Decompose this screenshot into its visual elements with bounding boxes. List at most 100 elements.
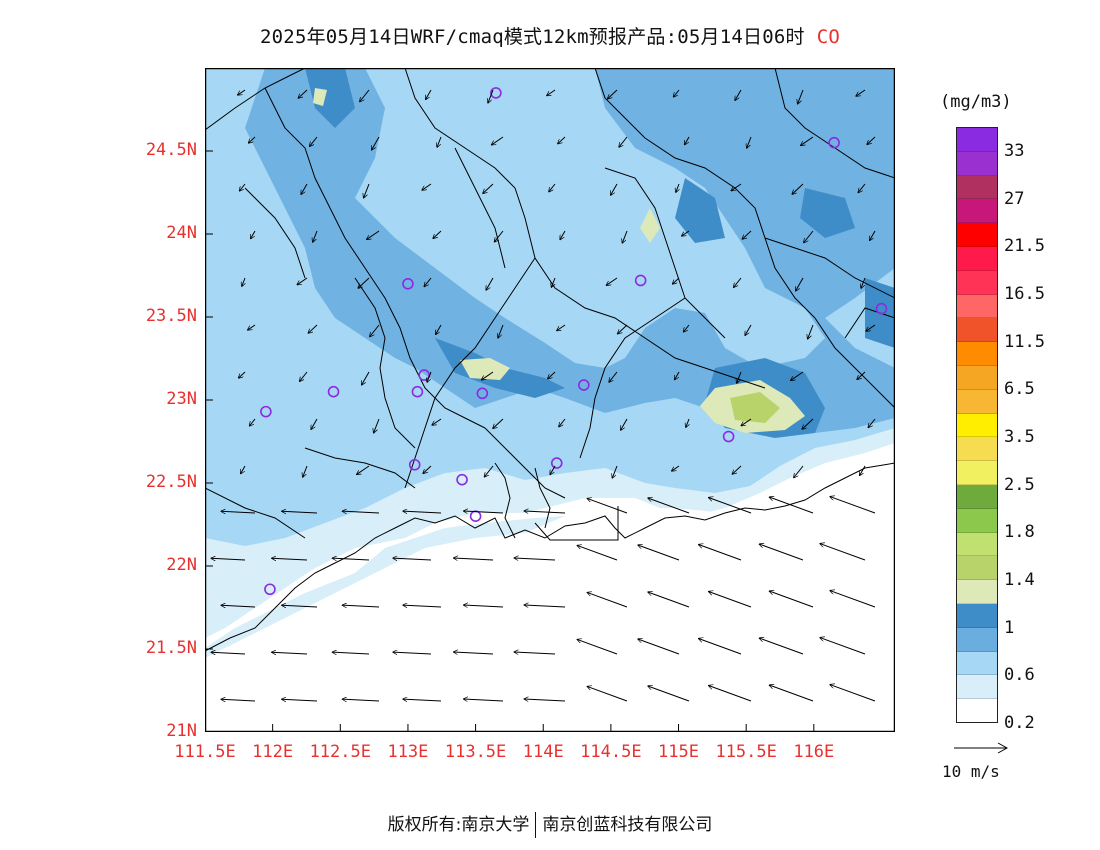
wind-arrow xyxy=(675,371,680,380)
legend-swatch xyxy=(957,413,997,438)
sea-region xyxy=(205,473,895,732)
legend-label: 16.5 xyxy=(1004,283,1045,304)
copyright-footer: 版权所有:南京大学 南京创蓝科技有限公司 xyxy=(0,810,1100,838)
wind-arrow xyxy=(211,652,246,654)
legend-label: 0.6 xyxy=(1004,665,1035,686)
legend-label: 33 xyxy=(1004,140,1025,161)
legend-unit: (mg/m3) xyxy=(940,92,1012,112)
wind-arrow xyxy=(830,497,876,514)
wind-reference-arrow xyxy=(954,742,1009,754)
legend-swatch xyxy=(957,627,997,652)
wind-arrow xyxy=(587,686,628,702)
wind-arrow xyxy=(367,230,380,239)
lon-tick-label: 114.5E xyxy=(580,742,642,762)
wind-arrow xyxy=(794,465,804,478)
copyright-right: 南京创蓝科技有限公司 xyxy=(542,815,713,835)
wind-arrow xyxy=(648,498,690,514)
wind-arrow xyxy=(737,371,742,383)
wind-arrow xyxy=(311,418,318,429)
legend-swatch xyxy=(957,508,997,533)
legend-swatch xyxy=(957,151,997,176)
wind-arrow xyxy=(423,465,432,473)
wind-arrow xyxy=(524,605,566,607)
copyright-left: 版权所有:南京大学 xyxy=(387,815,530,835)
wind-arrow xyxy=(745,324,752,335)
lat-tick-label: 22.5N xyxy=(145,472,197,492)
wind-arrow xyxy=(221,699,256,701)
station-marker xyxy=(476,387,489,400)
legend-swatch xyxy=(957,484,997,509)
lon-tick-label: 113.5E xyxy=(444,742,507,762)
wind-arrow xyxy=(621,418,628,430)
legend-swatch xyxy=(957,175,997,200)
wind-arrow xyxy=(358,277,370,288)
wind-arrow xyxy=(830,591,876,608)
wind-arrow xyxy=(372,136,380,150)
wind-arrow xyxy=(238,89,246,95)
axis-ticks xyxy=(205,150,815,732)
wind-arrow xyxy=(282,699,318,701)
wind-arrow xyxy=(393,652,432,654)
wind-arrow xyxy=(611,183,618,195)
wind-arrow xyxy=(313,230,318,242)
wind-arrow xyxy=(342,511,380,513)
wind-arrow xyxy=(856,89,866,96)
legend-label: 6.5 xyxy=(1004,379,1035,400)
wind-arrow xyxy=(638,639,680,655)
wind-arrow xyxy=(709,686,752,702)
wind-arrow xyxy=(483,183,494,194)
wind-arrow xyxy=(804,230,814,243)
wind-arrow xyxy=(374,418,380,433)
wind-arrow xyxy=(857,371,866,379)
field-1-8 xyxy=(730,392,780,423)
legend-swatch xyxy=(957,318,997,343)
station-marker xyxy=(408,458,421,471)
wind-arrow xyxy=(308,324,318,333)
wind-arrow xyxy=(792,183,804,194)
wind-arrow xyxy=(248,136,256,143)
legend-label: 3.5 xyxy=(1004,426,1035,447)
wind-arrow xyxy=(709,498,752,514)
wind-reference-label: 10 m/s xyxy=(942,762,1000,781)
wind-arrow xyxy=(867,136,876,144)
wind-arrow xyxy=(709,592,752,608)
wind-arrow xyxy=(731,183,742,191)
wind-arrow xyxy=(685,136,690,145)
legend-label: 2.5 xyxy=(1004,474,1035,495)
wind-vectors xyxy=(211,89,876,702)
station-marker xyxy=(634,274,647,287)
legend-swatch xyxy=(957,223,997,247)
map-title: 2025年05月14日WRF/cmaq模式12km预报产品:05月14日06时 C… xyxy=(0,22,1100,49)
wind-arrow xyxy=(551,277,556,287)
wind-arrow xyxy=(683,324,690,332)
wind-arrow xyxy=(759,638,804,655)
wind-arrow xyxy=(403,605,442,607)
legend-swatch xyxy=(957,342,997,366)
wind-arrow xyxy=(798,89,804,104)
wind-arrow xyxy=(607,89,618,99)
legend-swatch xyxy=(957,651,997,676)
coastline xyxy=(205,462,895,652)
wind-arrow xyxy=(548,371,556,379)
field-0-8 xyxy=(245,68,895,433)
wind-arrow xyxy=(251,230,256,239)
wind-arrow xyxy=(300,371,308,381)
wind-arrow xyxy=(422,183,432,190)
wind-arrow xyxy=(241,465,246,474)
wind-arrow xyxy=(686,418,689,427)
wind-arrow xyxy=(463,699,504,701)
wind-arrow xyxy=(550,465,556,475)
wind-arrow xyxy=(860,465,866,476)
lon-tick-label: 112E xyxy=(252,742,294,762)
forecast-map[interactable] xyxy=(205,68,895,732)
wind-arrow xyxy=(672,465,680,471)
wind-arrow xyxy=(303,465,308,477)
station-marker xyxy=(722,430,735,443)
wind-arrow xyxy=(735,89,742,100)
wind-arrow xyxy=(493,418,504,429)
wind-arrow xyxy=(577,545,618,561)
wind-arrow xyxy=(622,230,628,243)
wind-arrow xyxy=(769,497,814,514)
wind-arrow xyxy=(514,652,556,654)
wind-arrow xyxy=(587,498,628,514)
